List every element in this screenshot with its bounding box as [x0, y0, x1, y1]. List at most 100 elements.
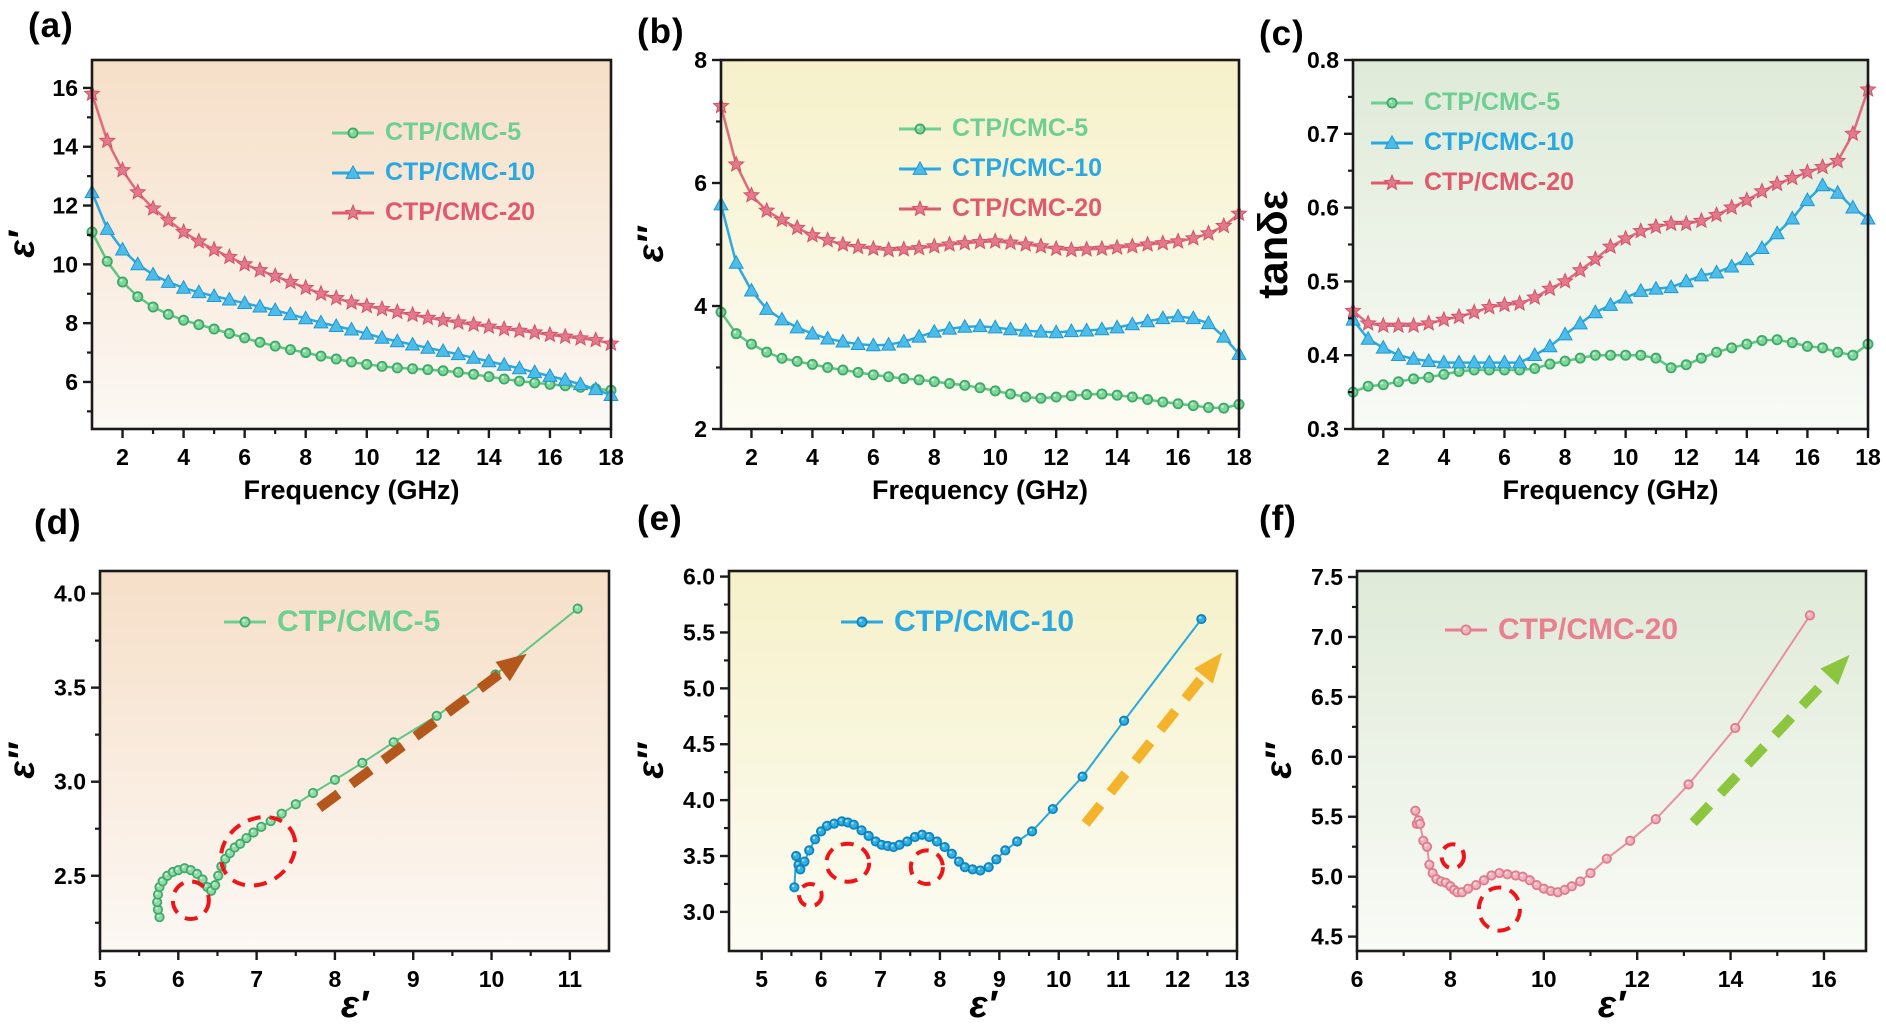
svg-text:2: 2 [745, 444, 758, 470]
svg-text:6: 6 [1351, 966, 1364, 992]
svg-text:8: 8 [299, 444, 312, 470]
svg-text:7.0: 7.0 [1311, 624, 1343, 650]
svg-text:2: 2 [694, 416, 707, 442]
svg-text:2.5: 2.5 [54, 863, 86, 889]
svg-text:6: 6 [867, 444, 880, 470]
svg-text:ε′: ε′ [1, 229, 42, 258]
legend-marker-circle-icon [222, 611, 268, 633]
svg-text:6: 6 [172, 966, 185, 992]
svg-text:2: 2 [116, 444, 129, 470]
svg-text:12: 12 [1673, 444, 1699, 470]
svg-text:12: 12 [1165, 966, 1191, 992]
plot-e-cole-cole-cmc10: 5 6 7 8 9 10 11 12 13 3.0 3.5 4.0 4.5 5.0 5.5 6.0 ε′ ε″ [630, 564, 1250, 1026]
svg-text:14: 14 [52, 134, 78, 160]
svg-text:14: 14 [1104, 444, 1130, 470]
svg-text:tanδε: tanδε [1257, 190, 1296, 298]
legend-b: CTP/CMC-5 CTP/CMC-10 CTP/CMC-20 [897, 114, 1102, 223]
plot-c-loss-tangent: 2 4 6 8 10 12 14 16 18 0.3 0.4 0.5 0.6 0.7 0.8 Frequenc… [1257, 47, 1881, 505]
svg-text:18: 18 [1226, 444, 1252, 470]
legend-e: CTP/CMC-10 [839, 605, 1074, 639]
svg-text:4.0: 4.0 [54, 581, 86, 607]
svg-text:5.5: 5.5 [683, 619, 715, 645]
svg-text:6: 6 [238, 444, 251, 470]
svg-text:7.5: 7.5 [1311, 564, 1343, 590]
legend-marker-star-icon [897, 198, 943, 220]
legend-label: CTP/CMC-5 [385, 118, 522, 146]
svg-text:13: 13 [1224, 966, 1250, 992]
svg-text:14: 14 [476, 444, 502, 470]
svg-text:5: 5 [755, 966, 768, 992]
svg-text:8: 8 [694, 47, 707, 73]
svg-text:5: 5 [94, 966, 107, 992]
svg-text:0.7: 0.7 [1307, 121, 1339, 147]
svg-text:7: 7 [874, 966, 887, 992]
legend-label: CTP/CMC-5 [952, 114, 1089, 142]
legend-label: CTP/CMC-20 [1498, 613, 1679, 646]
legend-f: CTP/CMC-20 [1443, 613, 1678, 647]
legend-marker-star-icon [330, 202, 376, 224]
svg-text:3.5: 3.5 [54, 675, 86, 701]
legend-entry: CTP/CMC-10 [330, 158, 535, 187]
plot-f-cole-cole-cmc20: 6 8 10 12 14 16 4.5 5.0 5.5 6.0 6.5 7.0 7.5 ε′ ε″ [1258, 564, 1868, 1026]
legend-marker-circle-icon [1443, 619, 1489, 641]
svg-text:8: 8 [928, 444, 941, 470]
panel-f: 6 8 10 12 14 16 4.5 5.0 5.5 6.0 6.5 7.0 7.5 ε′ ε″ (f) … [1257, 499, 1886, 1027]
svg-text:6: 6 [1498, 444, 1511, 470]
legend-marker-triangle-icon [1369, 132, 1415, 154]
panel-e: 5 6 7 8 9 10 11 12 13 3.0 3.5 4.0 4.5 5.0 5.5 6.0 ε′ ε″ (… [629, 499, 1257, 1027]
svg-text:4: 4 [1437, 444, 1450, 470]
svg-text:Frequency (GHz): Frequency (GHz) [243, 475, 459, 505]
svg-text:3.0: 3.0 [54, 769, 86, 795]
svg-text:ε″: ε″ [1, 741, 42, 779]
legend-label: CTP/CMC-10 [1424, 128, 1575, 156]
svg-text:ε″: ε″ [1258, 741, 1299, 779]
legend-entry: CTP/CMC-20 [330, 198, 535, 227]
legend-entry: CTP/CMC-10 [839, 605, 1074, 639]
plot-d-cole-cole-cmc5: 5 6 7 8 9 10 11 2.5 3.0 3.5 4.0 ε′ ε″ [1, 569, 611, 1026]
svg-text:6: 6 [65, 369, 78, 395]
svg-text:5.0: 5.0 [1311, 864, 1343, 890]
legend-c: CTP/CMC-5 CTP/CMC-10 CTP/CMC-20 [1369, 88, 1574, 197]
svg-text:0.5: 0.5 [1307, 268, 1339, 294]
svg-text:Frequency (GHz): Frequency (GHz) [1502, 475, 1718, 505]
svg-text:11: 11 [558, 966, 583, 992]
panel-b: 2 4 6 8 10 12 14 16 18 2 4 6 8 Frequency (GHz) ε″ (b) … [629, 0, 1257, 513]
legend-entry: CTP/CMC-5 [897, 114, 1102, 143]
svg-text:10: 10 [1531, 966, 1557, 992]
legend-entry: CTP/CMC-20 [897, 194, 1102, 223]
svg-text:18: 18 [598, 444, 624, 470]
legend-label: CTP/CMC-5 [277, 605, 441, 638]
svg-text:3.5: 3.5 [683, 843, 715, 869]
svg-text:10: 10 [354, 444, 380, 470]
svg-text:9: 9 [407, 966, 420, 992]
panel-d: 5 6 7 8 9 10 11 2.5 3.0 3.5 4.0 ε′ ε″ (d) CTP/CMC-5 [0, 503, 629, 1027]
legend-marker-triangle-icon [330, 162, 376, 184]
svg-text:14: 14 [1734, 444, 1760, 470]
legend-marker-circle-icon [839, 611, 885, 633]
svg-text:4.5: 4.5 [1311, 924, 1343, 950]
svg-text:8: 8 [1559, 444, 1572, 470]
svg-text:16: 16 [537, 444, 563, 470]
svg-text:7: 7 [250, 966, 263, 992]
svg-text:18: 18 [1855, 444, 1881, 470]
svg-text:Frequency (GHz): Frequency (GHz) [872, 475, 1088, 505]
legend-label: CTP/CMC-10 [952, 154, 1103, 182]
svg-text:0.8: 0.8 [1307, 47, 1339, 73]
svg-text:ε′: ε′ [969, 984, 998, 1026]
legend-label: CTP/CMC-5 [1424, 88, 1561, 116]
svg-text:12: 12 [415, 444, 441, 470]
svg-text:16: 16 [52, 75, 78, 101]
svg-text:6.0: 6.0 [683, 564, 715, 590]
panel-label-d: (d) [34, 503, 82, 542]
svg-text:5.0: 5.0 [683, 675, 715, 701]
legend-label: CTP/CMC-20 [952, 194, 1103, 222]
svg-text:12: 12 [1043, 444, 1069, 470]
svg-text:10: 10 [1613, 444, 1639, 470]
svg-text:4: 4 [806, 444, 819, 470]
legend-marker-circle-icon [330, 122, 376, 144]
legend-marker-circle-icon [1369, 92, 1415, 114]
svg-text:4.5: 4.5 [683, 731, 715, 757]
svg-text:8: 8 [1444, 966, 1457, 992]
svg-text:10: 10 [1046, 966, 1072, 992]
legend-label: CTP/CMC-10 [385, 158, 536, 186]
